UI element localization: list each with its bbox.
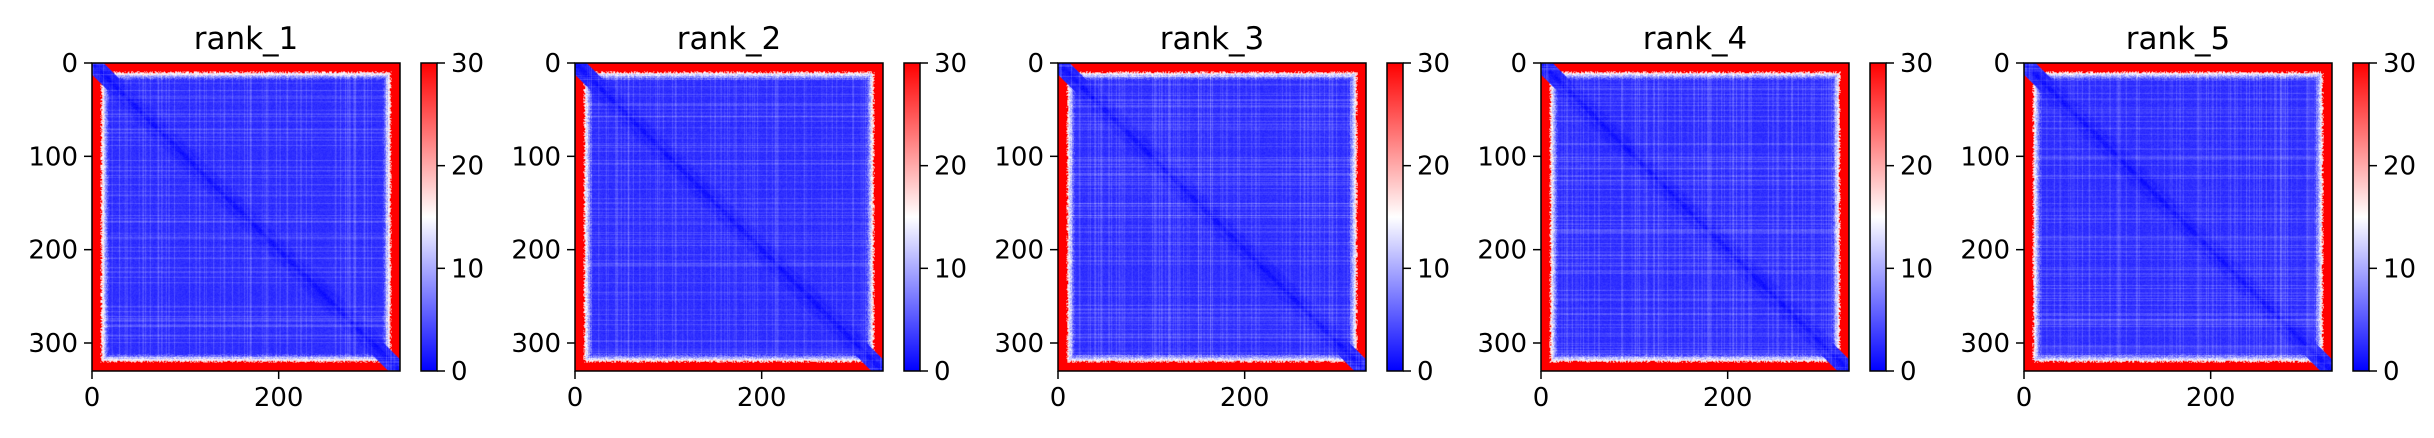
y-tick-label: 200 bbox=[994, 236, 1044, 266]
y-tick-label: 0 bbox=[544, 49, 561, 79]
colorbar-tick-label: 30 bbox=[1900, 49, 1933, 79]
y-tick-label: 200 bbox=[1960, 236, 2010, 266]
axes-frame bbox=[1540, 62, 1850, 372]
x-tick-label: 200 bbox=[1703, 383, 1753, 413]
axes-frame bbox=[574, 62, 884, 372]
colorbar bbox=[1386, 62, 1404, 372]
colorbar-tick-label: 20 bbox=[934, 152, 967, 182]
colorbar-tick-label: 10 bbox=[2383, 254, 2416, 284]
x-tick-label: 0 bbox=[1533, 383, 1550, 413]
x-tick-label: 200 bbox=[254, 383, 304, 413]
colorbar-tick-label: 20 bbox=[1417, 152, 1450, 182]
axes-frame bbox=[2023, 62, 2333, 372]
y-tick-label: 200 bbox=[511, 236, 561, 266]
y-tick-label: 300 bbox=[1477, 329, 1527, 359]
y-tick-label: 0 bbox=[1993, 49, 2010, 79]
y-tick-label: 200 bbox=[28, 236, 78, 266]
y-tick-label: 300 bbox=[511, 329, 561, 359]
colorbar-tick-label: 10 bbox=[934, 254, 967, 284]
colorbar-tick-label: 20 bbox=[451, 152, 484, 182]
colorbar-tick-label: 10 bbox=[451, 254, 484, 284]
x-tick-label: 200 bbox=[737, 383, 787, 413]
colorbar-tick-label: 30 bbox=[1417, 49, 1450, 79]
x-tick-label: 200 bbox=[2186, 383, 2236, 413]
x-tick-label: 0 bbox=[2016, 383, 2033, 413]
x-tick-label: 0 bbox=[1050, 383, 1067, 413]
panel-title: rank_1 bbox=[194, 21, 299, 57]
y-tick-label: 0 bbox=[61, 49, 78, 79]
heatmap-image bbox=[575, 63, 883, 371]
x-tick-label: 0 bbox=[567, 383, 584, 413]
x-tick-label: 0 bbox=[84, 383, 101, 413]
colorbar-tick-label: 30 bbox=[2383, 49, 2416, 79]
y-tick-label: 0 bbox=[1027, 49, 1044, 79]
y-tick-label: 100 bbox=[28, 142, 78, 172]
y-tick-label: 100 bbox=[1960, 142, 2010, 172]
colorbar-tick-label: 20 bbox=[2383, 152, 2416, 182]
colorbar-tick-label: 30 bbox=[451, 49, 484, 79]
colorbar bbox=[1869, 62, 1887, 372]
y-tick-label: 0 bbox=[1510, 49, 1527, 79]
colorbar-tick-label: 0 bbox=[934, 357, 951, 387]
colorbar-tick-label: 0 bbox=[2383, 357, 2400, 387]
colorbar-tick-label: 0 bbox=[451, 357, 468, 387]
y-tick-label: 100 bbox=[994, 142, 1044, 172]
y-tick-label: 300 bbox=[1960, 329, 2010, 359]
axes-frame bbox=[91, 62, 401, 372]
colorbar-tick-label: 20 bbox=[1900, 152, 1933, 182]
panel-title: rank_3 bbox=[1160, 21, 1265, 57]
colorbar-tick-label: 10 bbox=[1900, 254, 1933, 284]
heatmap-image bbox=[1058, 63, 1366, 371]
axes-frame bbox=[1057, 62, 1367, 372]
x-tick-label: 200 bbox=[1220, 383, 1270, 413]
colorbar-tick-label: 30 bbox=[934, 49, 967, 79]
heatmap-image bbox=[92, 63, 400, 371]
panel-title: rank_5 bbox=[2126, 21, 2231, 57]
y-tick-label: 100 bbox=[1477, 142, 1527, 172]
y-tick-label: 100 bbox=[511, 142, 561, 172]
y-tick-label: 200 bbox=[1477, 236, 1527, 266]
heatmap-image bbox=[2024, 63, 2332, 371]
colorbar-tick-label: 10 bbox=[1417, 254, 1450, 284]
panel-title: rank_2 bbox=[677, 21, 782, 57]
panel-title: rank_4 bbox=[1643, 21, 1748, 57]
colorbar-tick-label: 0 bbox=[1417, 357, 1434, 387]
colorbar bbox=[2352, 62, 2370, 372]
colorbar bbox=[420, 62, 438, 372]
y-tick-label: 300 bbox=[994, 329, 1044, 359]
y-tick-label: 300 bbox=[28, 329, 78, 359]
colorbar bbox=[903, 62, 921, 372]
heatmap-image bbox=[1541, 63, 1849, 371]
colorbar-tick-label: 0 bbox=[1900, 357, 1917, 387]
